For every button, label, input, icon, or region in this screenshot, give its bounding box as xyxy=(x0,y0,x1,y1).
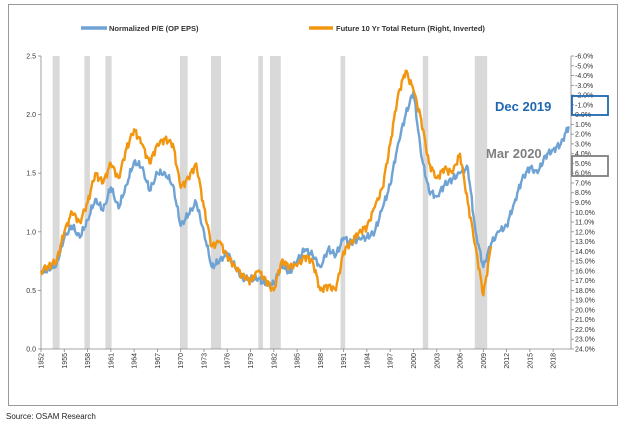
y2-tick-label: 24.0% xyxy=(575,347,595,354)
x-tick-label: 2003 xyxy=(434,353,441,369)
y2-tick-label: 14.0% xyxy=(575,249,595,256)
y2-tick-label: 3.0% xyxy=(575,141,591,148)
x-tick-label: 2009 xyxy=(481,353,488,369)
y2-tick-label: 21.0% xyxy=(575,317,595,324)
recession-band xyxy=(210,56,222,349)
annotation-box-mar-2020 xyxy=(571,155,609,177)
y2-tick-label: 13.0% xyxy=(575,239,595,246)
y2-tick-label: 16.0% xyxy=(575,268,595,275)
y2-tick-label: 22.0% xyxy=(575,327,595,334)
series-lines xyxy=(39,69,570,297)
y2-tick-label: 17.0% xyxy=(575,278,595,285)
x-tick-label: 2000 xyxy=(411,353,418,369)
x-tick-label: 1979 xyxy=(248,353,255,369)
y2-tick-label: 12.0% xyxy=(575,229,595,236)
y2-tick-label: 9.0% xyxy=(575,200,591,207)
y2-tick-label: 7.0% xyxy=(575,180,591,187)
x-tick-label: 1973 xyxy=(201,353,208,369)
pe-series-line xyxy=(40,89,570,289)
y2-tick-label: 18.0% xyxy=(575,288,595,295)
recession-band xyxy=(179,56,188,349)
y2-tick-label: -4.0% xyxy=(575,73,593,80)
annotation-mar-2020: Mar 2020 xyxy=(486,146,542,161)
y-tick-label: 2.0 xyxy=(26,112,36,119)
y2-tick-label: 15.0% xyxy=(575,259,595,266)
x-tick-label: 1988 xyxy=(318,353,325,369)
y2-tick-label: -1.0% xyxy=(575,102,593,109)
x-tick-label: 1997 xyxy=(388,353,395,369)
source-note: Source: OSAM Research xyxy=(6,412,96,421)
y-tick-label: 0.0 xyxy=(26,347,36,354)
annotation-dec-2019: Dec 2019 xyxy=(495,99,551,114)
x-tick-label: 1955 xyxy=(62,353,69,369)
y2-tick-label: 23.0% xyxy=(575,337,595,344)
x-tick-label: 1964 xyxy=(132,353,139,369)
x-tick-label: 1985 xyxy=(295,353,302,369)
axes: 0.00.51.01.52.02.5 -6.0%-5.0%-4.0%-3.0%-2… xyxy=(26,54,595,369)
recession-band xyxy=(422,56,429,349)
y2-tick-label: 10.0% xyxy=(575,210,595,217)
y2-tick-label: 2.0% xyxy=(575,132,591,139)
x-tick-label: 1958 xyxy=(85,353,92,369)
x-tick-label: 1970 xyxy=(178,353,185,369)
y-tick-label: 1.5 xyxy=(26,171,36,178)
y2-tick-label: -3.0% xyxy=(575,83,593,90)
x-tick-label: 1991 xyxy=(341,353,348,369)
x-tick-label: 1967 xyxy=(155,353,162,369)
x-tick-label: 2015 xyxy=(527,353,534,369)
chart-frame: Normalized P/E (OP EPS) Future 10 Yr Tot… xyxy=(8,4,618,406)
recession-band xyxy=(52,56,60,349)
legend-label-return: Future 10 Yr Total Return (Right, Invert… xyxy=(336,24,485,33)
recession-band xyxy=(105,56,112,349)
x-tick-label: 1952 xyxy=(39,353,46,369)
y2-tick-label: 6.0% xyxy=(575,171,591,178)
recession-band xyxy=(474,56,488,349)
x-tick-label: 1982 xyxy=(271,353,278,369)
x-tick-label: 2006 xyxy=(458,353,465,369)
recession-band xyxy=(258,56,263,349)
x-tick-label: 2012 xyxy=(504,353,511,369)
recession-band xyxy=(340,56,346,349)
y2-tick-label: 8.0% xyxy=(575,190,591,197)
y-tick-label: 0.5 xyxy=(26,288,36,295)
y2-tick-label: 19.0% xyxy=(575,298,595,305)
annotations: Dec 2019 Mar 2020 xyxy=(486,95,609,177)
recession-band xyxy=(269,56,281,349)
return-series-line xyxy=(39,69,493,297)
x-tick-label: 1976 xyxy=(225,353,232,369)
y2-tick-label: -6.0% xyxy=(575,54,593,61)
x-tick-label: 1994 xyxy=(364,353,371,369)
legend: Normalized P/E (OP EPS) Future 10 Yr Tot… xyxy=(81,24,485,33)
y2-tick-label: 11.0% xyxy=(575,220,594,227)
y2-tick-label: 1.0% xyxy=(575,122,591,129)
y2-tick-label: 5.0% xyxy=(575,161,591,168)
y-tick-label: 2.5 xyxy=(26,54,36,61)
y-tick-label: 1.0 xyxy=(26,229,36,236)
x-tick-label: 1961 xyxy=(108,353,115,369)
pe-vs-future-return-chart: Normalized P/E (OP EPS) Future 10 Yr Tot… xyxy=(26,24,609,369)
x-tick-label: 2018 xyxy=(551,353,558,369)
y2-tick-label: 20.0% xyxy=(575,307,595,314)
y2-tick-label: 4.0% xyxy=(575,151,591,158)
y2-tick-label: -5.0% xyxy=(575,63,593,70)
legend-label-pe: Normalized P/E (OP EPS) xyxy=(109,24,199,33)
annotation-box-dec-2019 xyxy=(571,95,609,116)
